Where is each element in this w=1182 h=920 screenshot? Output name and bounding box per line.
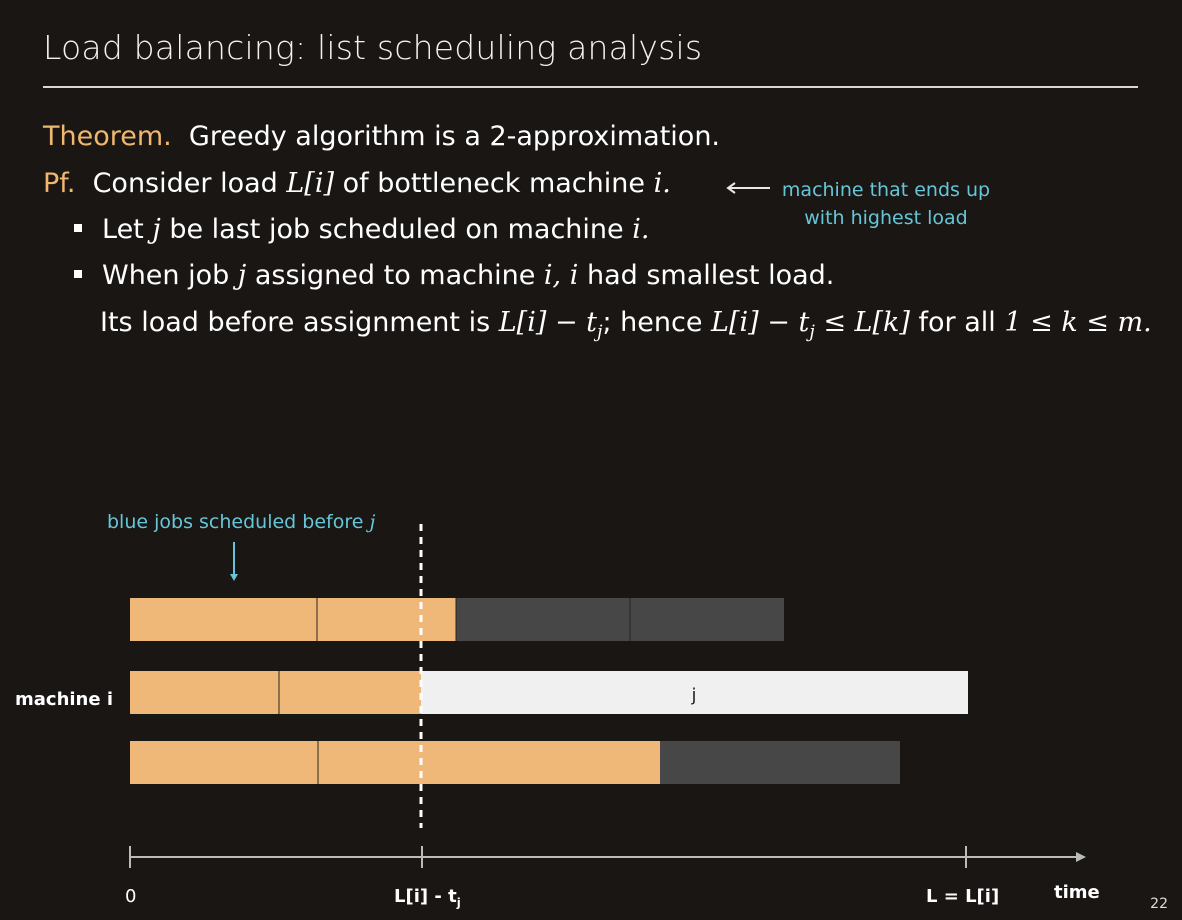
proof-label: Pf. — [43, 168, 76, 199]
job-block-m1-2 — [317, 598, 456, 641]
proof-line: Pf. Consider load L[i] of bottleneck mac… — [43, 168, 671, 199]
bullet-marker — [74, 270, 82, 278]
bullet-2-text-c: had smallest load. — [586, 260, 835, 291]
job-block-m1-1 — [130, 598, 317, 641]
page-number: 22 — [1150, 896, 1168, 912]
job-block-m3-2 — [318, 741, 660, 784]
bottleneck-note: machine that ends up with highest load — [778, 179, 994, 229]
bullet-1-var-j: j — [152, 214, 161, 245]
bullet-3-math-1: L[i] − tj — [498, 307, 603, 343]
job-block-mi-2 — [279, 671, 421, 714]
job-block-m1-3 — [456, 598, 630, 641]
left-arrow-icon — [726, 182, 770, 194]
machine-i-label: machine i — [15, 689, 114, 710]
axis-label-end: L = L[i] — [926, 886, 1000, 907]
bullet-2-continuation: Its load before assignment is L[i] − tj;… — [100, 307, 1152, 342]
proof-machine-var: i. — [653, 168, 671, 199]
bullet-3-text-c: for all — [918, 307, 996, 338]
blue-jobs-annotation-text: blue jobs scheduled before — [107, 511, 364, 533]
axis-label-mid: L[i] - tj — [394, 886, 461, 910]
bottleneck-note-line1: machine that ends up — [781, 179, 991, 201]
bullet-2: When job j assigned to machine i, i had … — [102, 260, 834, 291]
theorem-line: Theorem. Greedy algorithm is a 2-approxi… — [43, 121, 720, 152]
slide-title: Load balancing: list scheduling analysis — [43, 28, 703, 67]
title-divider — [43, 86, 1138, 88]
down-arrow-icon — [230, 574, 238, 581]
proof-load-symbol: L[i] — [286, 168, 335, 199]
proof-text-after: of bottleneck machine — [342, 168, 645, 199]
bullet-2-text-b: assigned to machine — [254, 260, 536, 291]
axis-label-zero: 0 — [125, 886, 137, 907]
job-block-mi-1 — [130, 671, 279, 714]
bullet-marker — [74, 224, 82, 232]
job-block-m1-4 — [630, 598, 784, 641]
bullet-3-text-b: ; hence — [602, 307, 703, 338]
axis-label-time: time — [1054, 882, 1100, 903]
blue-jobs-annotation-var: j — [369, 511, 376, 533]
theorem-label: Theorem. — [43, 121, 172, 152]
axis-arrow-icon — [1076, 852, 1086, 862]
bullet-2-var-i: i, i — [543, 260, 579, 291]
bullet-2-text-a: When job — [102, 260, 230, 291]
bullet-1-var-i: i. — [632, 214, 650, 245]
bullet-3-math-4: 1 ≤ k ≤ m. — [1004, 307, 1152, 338]
bullet-2-var-j: j — [237, 260, 247, 291]
blue-jobs-annotation: blue jobs scheduled before j — [107, 511, 375, 533]
job-j-block — [421, 671, 968, 714]
bullet-1-text-b: be last job scheduled on machine — [169, 214, 624, 245]
job-block-m3-1 — [130, 741, 318, 784]
job-block-m3-3 — [660, 741, 900, 784]
bullet-3-text-a: Its load before assignment is — [100, 307, 491, 338]
bullet-1: Let j be last job scheduled on machine i… — [102, 214, 649, 245]
job-j-label: j — [690, 685, 696, 706]
bullet-1-text-a: Let — [102, 214, 144, 245]
bullet-3-math-2: L[i] − tj ≤ L[k] — [711, 307, 910, 343]
theorem-text: Greedy algorithm is a 2-approximation. — [188, 121, 721, 152]
bottleneck-note-line2: with highest load — [804, 207, 968, 229]
proof-text-before: Consider load — [92, 168, 278, 199]
